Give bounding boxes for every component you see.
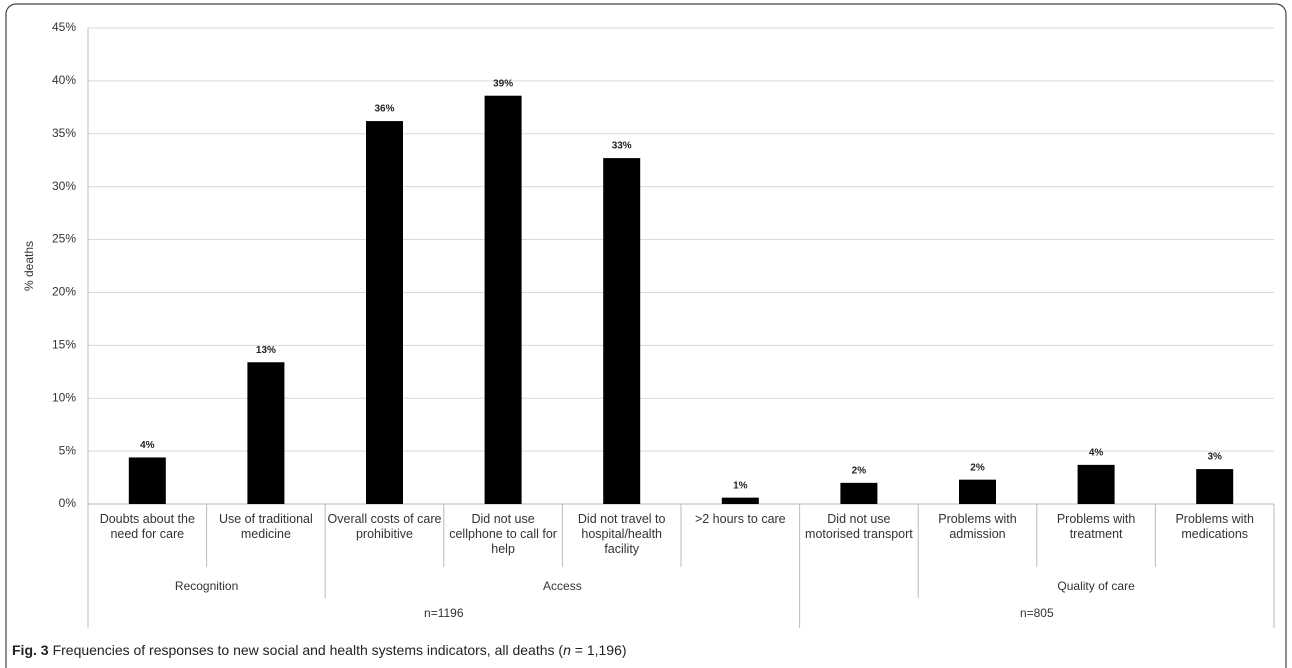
sample-label: n=1196 [424, 606, 464, 620]
bar [840, 482, 878, 504]
y-tick-label: 20% [52, 285, 76, 299]
x-tick-label: Use of traditional medicine [218, 512, 313, 541]
sample-label: n=805 [1020, 606, 1054, 620]
bar [721, 497, 759, 504]
bar [1196, 469, 1234, 504]
figure-frame [5, 3, 1287, 668]
x-tick-label-box: Problems with admission [938, 512, 1017, 541]
x-tick-label-box: Problems with treatment [1056, 512, 1136, 541]
x-tick-label: >2 hours to care [694, 512, 786, 526]
x-tick-label: Problems with medications [1175, 512, 1254, 541]
value-label: 39% [493, 78, 513, 89]
caption-italic: n [563, 642, 571, 658]
x-tick-label-box: Did not use cellphone to call for help [449, 512, 557, 556]
value-label: 2% [970, 462, 985, 473]
caption-text-end: = 1,196) [571, 642, 627, 658]
y-tick-label: 10% [52, 390, 76, 404]
group-label: Access [543, 579, 582, 593]
caption-label: Fig. 3 [12, 642, 49, 658]
x-tick-label: Overall costs of care prohibitive [327, 512, 442, 541]
y-tick-label: 45% [52, 20, 76, 34]
value-label: 36% [374, 104, 394, 115]
x-tick-label: Did not use cellphone to call for help [449, 512, 557, 556]
x-tick-label: Did not use motorised transport [805, 512, 913, 541]
group-label: Quality of care [1057, 579, 1135, 593]
x-tick-label-box: Doubts about the need for care [99, 512, 195, 541]
value-label: 33% [612, 141, 632, 152]
value-label: 13% [256, 345, 276, 356]
x-tick-label: Problems with treatment [1056, 512, 1136, 541]
x-tick-label: Problems with admission [938, 512, 1017, 541]
caption-text: Frequencies of responses to new social a… [53, 642, 564, 658]
value-label: 3% [1207, 452, 1222, 463]
y-tick-label: 35% [52, 126, 76, 140]
x-tick-label: Doubts about the need for care [99, 512, 195, 541]
value-label: 4% [140, 440, 155, 451]
value-label: 2% [852, 465, 867, 476]
y-tick-label: 40% [52, 73, 76, 87]
bar [128, 457, 166, 504]
x-tick-label: Did not travel to hospital/health facili… [577, 512, 666, 556]
y-axis-label: % deaths [22, 241, 36, 291]
x-tick-label-box: Overall costs of care prohibitive [327, 512, 442, 541]
y-tick-label: 5% [59, 443, 77, 457]
y-tick-label: 25% [52, 232, 76, 246]
x-tick-label-box: >2 hours to care [694, 512, 786, 526]
x-tick-label-box: Did not travel to hospital/health facili… [577, 512, 666, 556]
x-tick-label-box: Use of traditional medicine [218, 512, 313, 541]
bar [247, 362, 285, 504]
bar [484, 95, 522, 504]
caption: Fig. 3 Frequencies of responses to new so… [12, 642, 627, 658]
y-tick-label: 15% [52, 338, 76, 352]
group-label: Recognition [175, 579, 238, 593]
bar [959, 479, 996, 504]
bar [366, 121, 403, 504]
x-tick-label-box: Problems with medications [1175, 512, 1254, 541]
y-tick-label: 0% [59, 496, 77, 510]
bar [603, 158, 641, 504]
value-label: 4% [1089, 448, 1104, 459]
value-label: 1% [733, 480, 748, 491]
bar [1077, 464, 1115, 504]
y-tick-label: 30% [52, 179, 76, 193]
x-tick-label-box: Did not use motorised transport [805, 512, 913, 541]
